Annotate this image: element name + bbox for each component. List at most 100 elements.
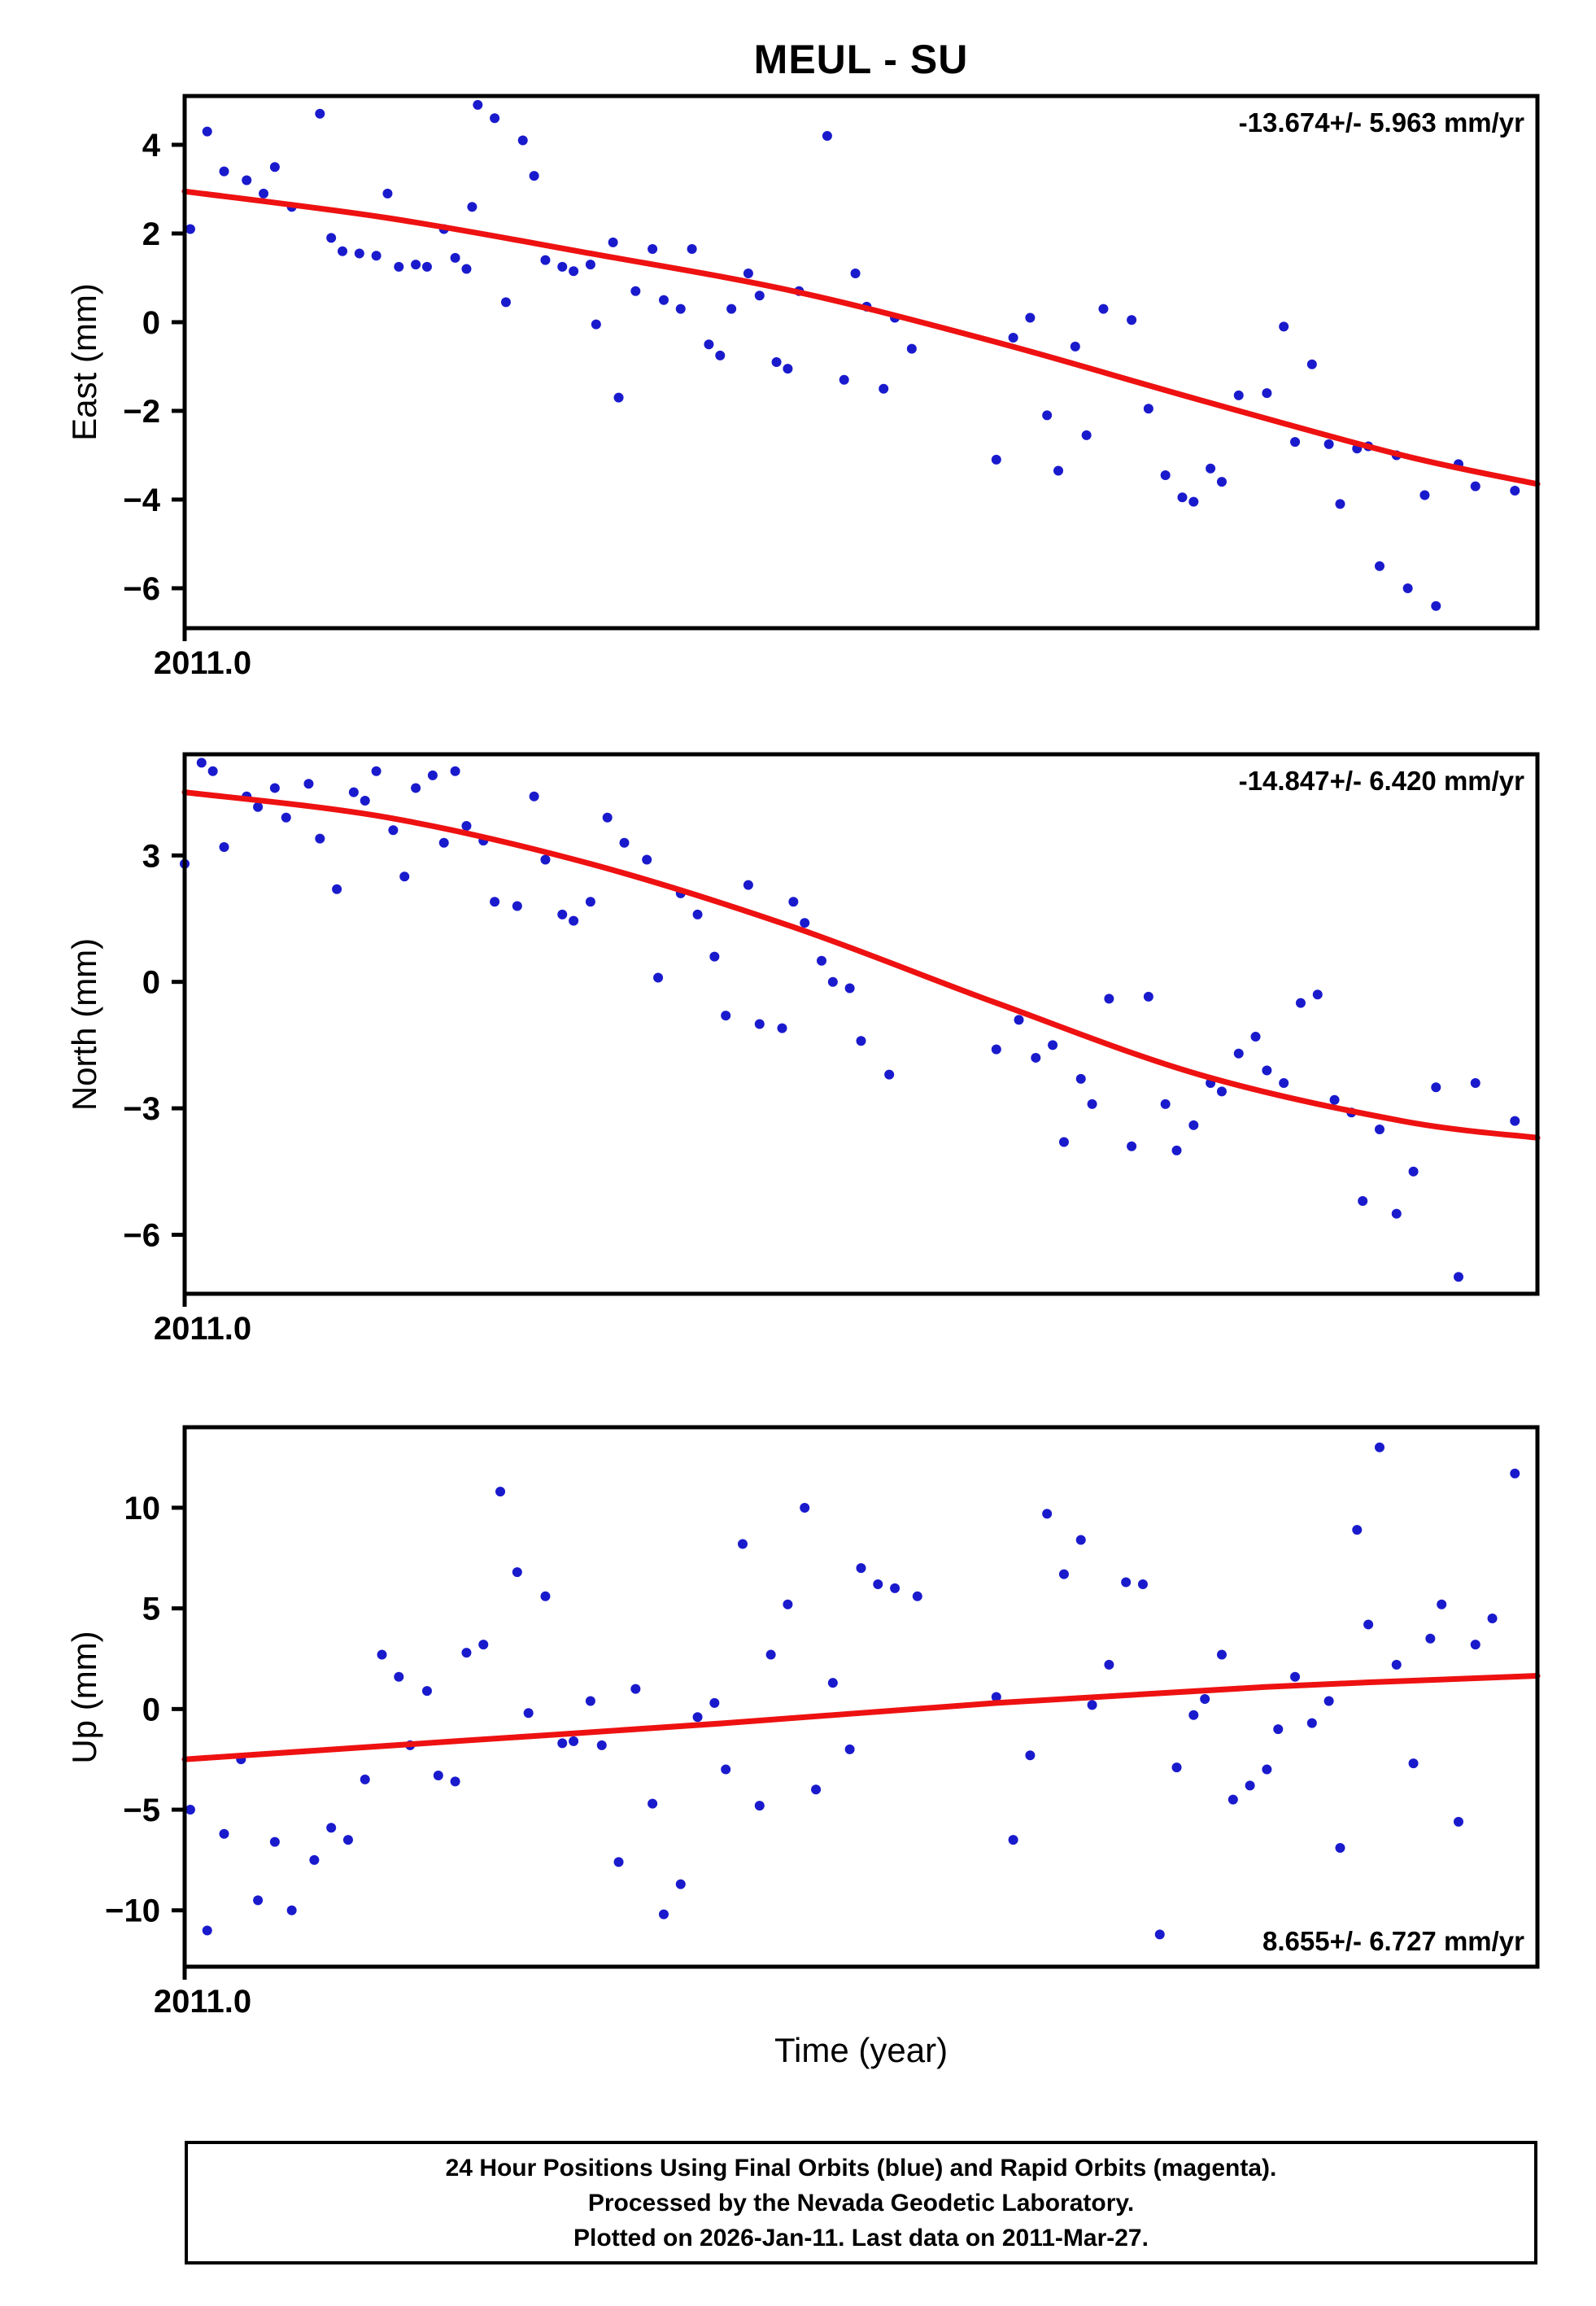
data-point: [1279, 1078, 1289, 1089]
data-point: [1154, 1929, 1165, 1940]
data-point: [1306, 359, 1317, 369]
data-point: [219, 166, 229, 177]
data-point: [478, 1640, 489, 1650]
data-point: [704, 339, 714, 350]
data-point: [1391, 1659, 1402, 1670]
data-point: [1374, 1124, 1385, 1134]
data-point: [557, 1738, 568, 1749]
north-x-tick-label: 2011.0: [153, 1311, 252, 1347]
data-point: [1262, 1065, 1272, 1076]
y-tick-label: 2: [142, 216, 160, 252]
data-point: [219, 841, 229, 852]
data-point: [202, 126, 212, 137]
data-point: [1295, 998, 1306, 1008]
data-point: [490, 113, 500, 124]
data-point: [338, 246, 348, 256]
data-point: [709, 1697, 720, 1708]
data-point: [827, 976, 838, 987]
data-point: [1042, 410, 1053, 421]
data-point: [490, 897, 500, 907]
footer-line-3: Plotted on 2026-Jan-11. Last data on 201…: [573, 2224, 1149, 2251]
data-point: [1206, 463, 1216, 474]
data-point: [1335, 499, 1345, 509]
data-point: [1127, 315, 1137, 325]
data-point: [315, 108, 325, 119]
data-point: [844, 1744, 855, 1754]
data-point: [1391, 1208, 1402, 1219]
data-point: [1143, 404, 1153, 414]
data-point: [1352, 1525, 1363, 1535]
data-point: [1470, 1078, 1480, 1089]
east-panel: East (mm) 4 2 0 −2 −4 −6 -13.674+/- 5.963 mm/…: [65, 94, 1541, 681]
data-point: [399, 871, 410, 882]
data-point: [348, 787, 359, 797]
data-point: [512, 901, 522, 911]
data-point: [377, 1649, 387, 1660]
data-point: [1233, 1048, 1244, 1059]
y-tick-label: 10: [124, 1491, 161, 1526]
data-point: [653, 972, 664, 983]
data-point: [1262, 388, 1272, 399]
data-point: [500, 297, 511, 308]
data-point: [765, 1649, 776, 1660]
data-point: [1290, 437, 1301, 448]
data-point: [1425, 1633, 1436, 1644]
data-point: [1510, 486, 1520, 496]
data-point: [1250, 1032, 1261, 1042]
data-point: [360, 1774, 370, 1784]
data-point: [1279, 321, 1289, 332]
data-point: [269, 1837, 280, 1847]
data-point: [242, 175, 252, 186]
data-point: [281, 812, 291, 823]
data-point: [315, 833, 325, 844]
data-point: [269, 162, 280, 173]
data-point: [557, 909, 568, 919]
data-point: [1358, 1196, 1368, 1207]
data-point: [1374, 561, 1385, 571]
data-point: [726, 304, 737, 314]
data-point: [648, 244, 658, 255]
data-point: [1081, 430, 1092, 440]
data-point: [585, 1696, 595, 1706]
data-point: [715, 350, 726, 360]
data-point: [569, 915, 579, 926]
data-point: [1510, 1116, 1520, 1126]
data-point: [253, 1895, 264, 1906]
trend-line: [181, 188, 1541, 487]
data-point: [557, 261, 568, 272]
data-point: [1323, 439, 1334, 449]
data-point: [1008, 333, 1018, 343]
east-x-tick-label: 2011.0: [153, 645, 252, 681]
y-tick-label: −3: [123, 1091, 160, 1127]
data-point: [202, 1925, 212, 1936]
y-tick-label: −4: [123, 483, 160, 518]
data-point: [596, 1740, 607, 1750]
footer-box: 24 Hour Positions Using Final Orbits (bl…: [185, 2141, 1537, 2265]
data-point: [433, 1770, 443, 1780]
data-point: [619, 837, 630, 848]
data-point: [1487, 1614, 1498, 1624]
data-point: [658, 295, 669, 305]
data-point: [1470, 481, 1480, 491]
data-point: [991, 1692, 1001, 1702]
data-point: [1216, 1649, 1227, 1660]
y-tick-label: 0: [142, 1692, 160, 1727]
y-tick-label: 5: [142, 1592, 160, 1627]
data-point: [613, 1857, 624, 1867]
data-point: [1188, 1710, 1199, 1720]
data-point: [450, 1776, 460, 1787]
data-point: [1177, 492, 1188, 503]
north-axis-label: North (mm): [65, 937, 103, 1111]
data-point: [411, 260, 421, 270]
y-tick-label: 4: [142, 128, 161, 164]
data-point: [709, 951, 720, 962]
data-point: [371, 251, 382, 261]
data-point: [1363, 1619, 1374, 1630]
data-point: [675, 304, 686, 314]
data-point: [692, 1712, 703, 1723]
data-point: [783, 364, 793, 374]
data-point: [585, 897, 595, 907]
data-point: [540, 1591, 551, 1601]
up-plot: 10 5 0 −5 −10: [105, 1425, 1541, 1980]
data-point: [569, 1736, 579, 1746]
